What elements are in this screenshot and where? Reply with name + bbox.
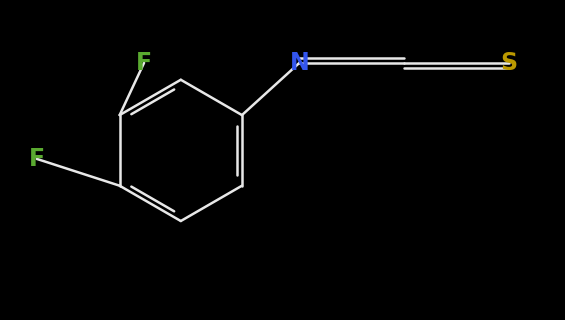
Text: S: S — [500, 51, 517, 75]
Text: N: N — [290, 51, 309, 75]
Text: F: F — [29, 147, 45, 171]
Text: F: F — [136, 51, 152, 75]
